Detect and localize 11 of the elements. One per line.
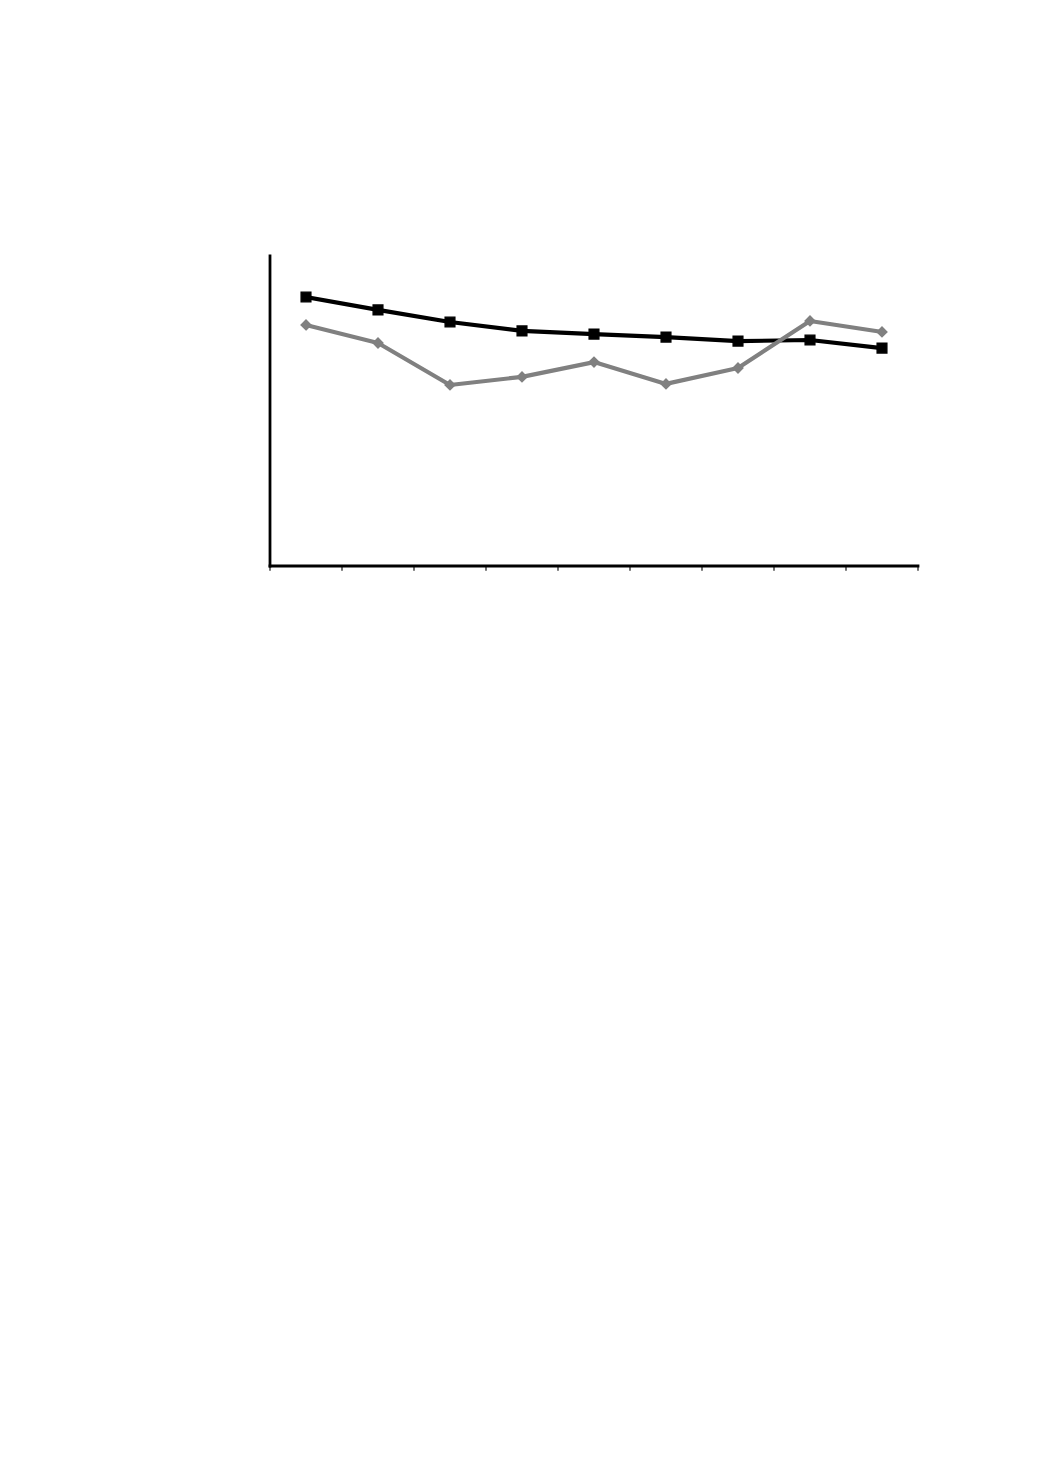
point [588, 328, 600, 340]
point [372, 304, 384, 316]
point [516, 325, 528, 337]
point [444, 316, 456, 328]
point [660, 378, 672, 390]
point [732, 335, 744, 347]
point [300, 291, 312, 303]
point [804, 334, 816, 346]
point [876, 342, 888, 354]
point [660, 331, 672, 343]
point [516, 371, 528, 383]
